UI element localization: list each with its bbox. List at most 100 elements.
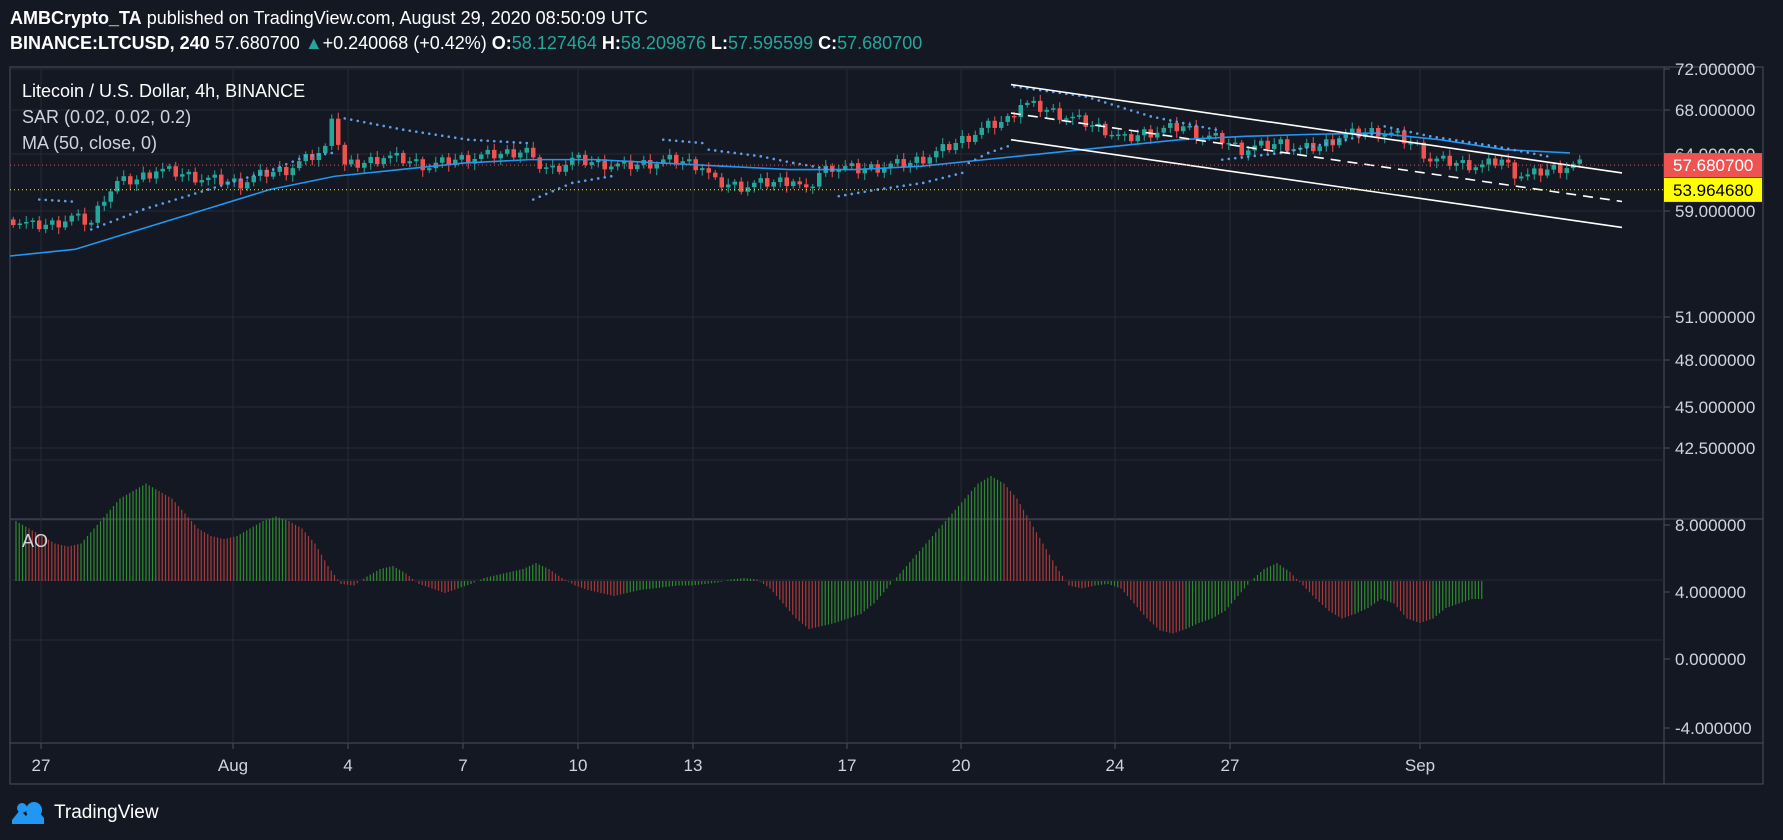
candle-body [745,187,750,192]
symbol-line: BINANCE:LTCUSD, 240 57.680700 ▲+0.240068… [10,31,922,56]
candle-body [804,184,809,188]
candle-body [368,157,373,163]
candle-body [648,160,653,169]
candle-body [24,222,29,224]
sar-dot [512,140,516,144]
candle-body [973,134,978,142]
sar-dot [1097,99,1101,102]
candle-body [1460,160,1465,163]
candle-body [511,149,516,158]
sar-dot [330,151,334,155]
sar-legend[interactable]: SAR (0.02, 0.02, 0.2) [22,107,191,127]
sar-dot [1422,133,1426,137]
candle-body [1441,155,1446,159]
time-tick-label: 7 [458,756,467,775]
candle-body [1499,159,1504,166]
sar-dot [213,186,217,189]
sar-dot [557,187,561,190]
candle-body [232,178,237,182]
sar-dot [791,161,795,165]
sar-dot [1129,109,1133,112]
sar-dot [1389,126,1393,130]
symbol-name[interactable]: BINANCE:LTCUSD, 240 [10,33,210,53]
candle-body [1304,142,1309,148]
sar-dot [902,184,906,188]
channel-mid-line [1010,112,1623,203]
sar-dot [1513,148,1517,152]
candle-body [505,149,510,154]
sar-dot [232,180,236,183]
sar-dot [1292,149,1296,152]
sar-dot [863,190,867,194]
candle-body [953,143,958,151]
sar-dot [1090,97,1094,100]
candle-body [654,163,659,169]
price-axis[interactable]: 72.00000068.00000064.00000059.00000051.0… [1664,60,1762,458]
sar-dot [1467,141,1471,144]
candle-body [394,152,399,156]
candle-body [17,223,22,226]
sar-dot [1415,132,1419,135]
candle-body [706,168,711,173]
sar-dot [265,170,269,173]
candle-body [1064,118,1069,120]
ao-tick-label: -4.000000 [1675,719,1752,738]
sar-dot [1539,153,1543,157]
price-tick-label: 48.000000 [1675,351,1755,370]
candle-body [576,154,581,158]
candle-body [63,221,68,228]
candle-body [895,159,900,164]
time-tick-label: 27 [1221,756,1240,775]
sar-dot [1175,120,1179,124]
sar-dot [1123,107,1127,110]
high-label: H: [601,33,621,53]
ao-axis[interactable]: 8.000000 4.000000 0.000000 -4.000000 [1664,516,1752,738]
sar-dot [551,189,555,193]
candle-body [1519,176,1524,179]
candle-body [485,149,490,155]
sar-dot [707,148,711,151]
price-tick-label: 51.000000 [1675,308,1755,327]
candle-body [1447,155,1452,166]
author-name[interactable]: AMBCrypto_TA [10,8,142,28]
candle-body [700,168,705,171]
candle-body [1142,129,1147,136]
sar-dot [187,194,191,197]
candle-body [940,144,945,152]
candle-body [121,176,126,182]
brand-name[interactable]: TradingView [54,802,159,823]
candle-body [479,154,484,159]
sar-dot [1402,129,1406,132]
price-series [11,94,1582,235]
sar-dot [492,139,496,143]
sar-dot [1201,125,1205,129]
candle-body [1038,100,1043,112]
price-tick-label: 42.500000 [1675,439,1755,458]
sar-dot [317,153,321,156]
candle-body [1181,126,1186,132]
sar-dot [934,178,938,181]
sar-dot [1506,147,1510,151]
sar-dot [967,161,971,165]
candle-body [1434,158,1439,162]
close-value: 57.680700 [837,33,923,53]
tradingview-logo-icon [12,802,44,824]
ma-legend[interactable]: MA (50, close, 0) [22,133,157,153]
candle-body [596,159,601,163]
candle-body [1239,142,1244,156]
descending-channel[interactable] [1010,83,1623,229]
candle-body [76,213,81,216]
chart-frame [9,66,1764,785]
sar-dot [466,138,470,141]
candle-body [1005,116,1010,122]
candle-body [960,135,965,144]
sar-dot [1344,138,1348,141]
ao-legend[interactable]: AO [22,531,48,551]
time-axis[interactable]: 27 Aug 4 7 10 13 17 20 24 27 Sep [32,743,1436,775]
sar-dot [1272,152,1276,156]
candle-body [43,224,48,230]
sar-dot [1480,143,1484,146]
parabolic-sar [37,85,1549,231]
candle-body [1077,115,1082,117]
